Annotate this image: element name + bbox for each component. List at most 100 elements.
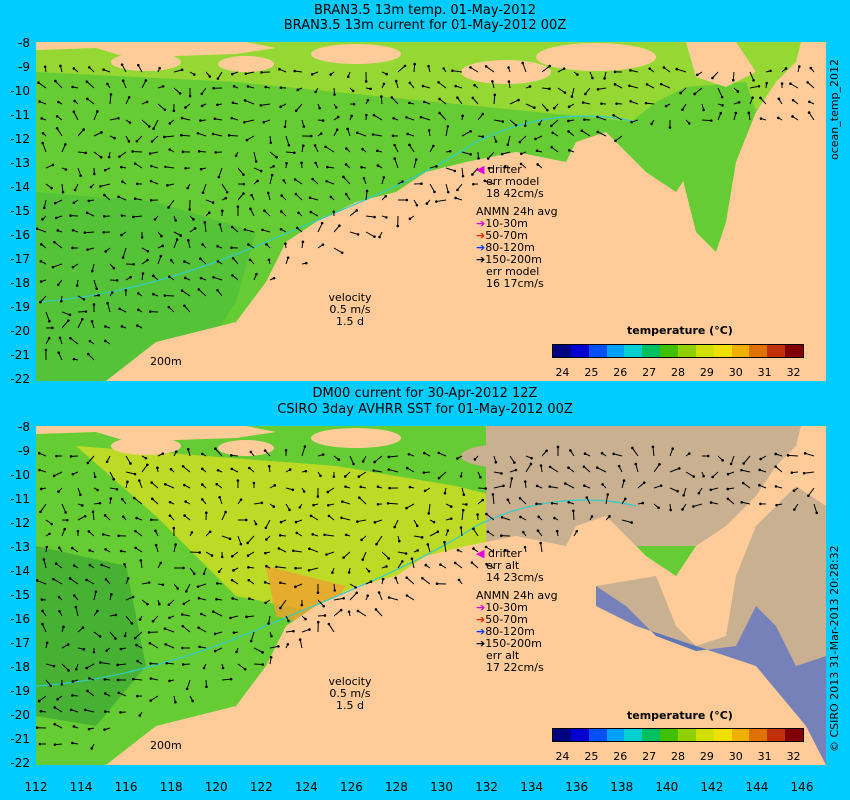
lat-tick: -15	[10, 588, 30, 602]
bottom-map-svg	[36, 426, 826, 765]
lat-tick: -18	[10, 276, 30, 290]
current-arrow-head	[581, 101, 585, 104]
current-arrow-head	[199, 257, 202, 260]
current-arrow	[265, 519, 271, 528]
current-arrow	[470, 66, 479, 73]
current-arrow-head	[408, 217, 412, 221]
current-arrow-head	[232, 631, 236, 635]
current-arrow	[391, 97, 399, 105]
current-arrow	[93, 111, 98, 121]
current-arrow	[134, 631, 143, 639]
current-arrow	[522, 62, 527, 73]
lon-tick: 120	[204, 780, 228, 794]
current-arrow-head	[89, 185, 93, 189]
current-arrow-head	[67, 319, 70, 322]
current-arrow	[427, 544, 431, 553]
current-arrow-head	[335, 128, 339, 131]
current-arrow-head	[563, 91, 567, 94]
current-arrow-head	[500, 516, 504, 519]
current-arrow-head	[528, 85, 532, 88]
current-arrow-head	[510, 477, 514, 480]
current-arrow-head	[200, 92, 204, 96]
current-arrow-head	[92, 650, 96, 654]
current-arrow-head	[82, 648, 86, 651]
current-arrow	[260, 103, 271, 106]
current-arrow-head	[461, 114, 464, 118]
island-sumbawa	[218, 440, 274, 456]
current-arrow	[326, 180, 335, 185]
current-arrow-head	[103, 678, 107, 681]
current-arrow-head	[156, 466, 159, 470]
current-arrow	[743, 455, 751, 464]
current-arrow	[325, 146, 335, 153]
current-arrow-head	[759, 96, 762, 100]
current-arrow	[197, 132, 207, 137]
current-arrow-head	[218, 223, 222, 226]
current-arrow-head	[695, 73, 699, 77]
current-arrow-head	[775, 503, 778, 507]
current-arrow-head	[200, 104, 204, 108]
current-arrow	[212, 133, 223, 137]
current-arrow	[549, 486, 559, 489]
current-arrow-head	[48, 532, 51, 536]
bottom-side-label: © CSIRO 2013 31-Mar-2013 20:28:32	[828, 545, 841, 752]
current-arrow-head	[270, 173, 274, 177]
current-arrow-head	[263, 209, 266, 212]
current-arrow-head	[293, 69, 296, 73]
current-arrow-head	[422, 451, 426, 455]
current-arrow-head	[148, 641, 152, 645]
current-arrow-head	[196, 585, 200, 588]
current-arrow	[653, 463, 660, 473]
current-arrow	[269, 151, 277, 158]
current-arrow-head	[192, 73, 196, 76]
lon-tick: 136	[565, 780, 589, 794]
current-arrow	[551, 146, 559, 153]
current-arrow	[605, 494, 609, 505]
current-arrow-head	[461, 508, 465, 512]
current-arrow-head	[161, 583, 165, 587]
current-arrow-head	[415, 203, 419, 207]
current-arrow-head	[54, 562, 58, 566]
current-arrow	[805, 452, 815, 457]
current-arrow-head	[688, 452, 691, 455]
current-arrow-head	[282, 179, 286, 182]
current-arrow-head	[645, 83, 649, 86]
current-arrow-head	[307, 568, 311, 572]
lat-tick: -8	[18, 420, 30, 434]
current-arrow-head	[721, 104, 724, 107]
current-arrow-head	[580, 129, 584, 132]
current-arrow-head	[50, 186, 53, 190]
current-arrow-head	[564, 482, 567, 485]
current-arrow-head	[127, 96, 131, 99]
current-arrow-head	[72, 564, 76, 567]
current-arrow	[597, 87, 607, 90]
current-arrow-head	[583, 452, 587, 456]
current-arrow-head	[37, 451, 41, 455]
current-arrow-head	[630, 521, 633, 524]
current-arrow-head	[104, 578, 108, 581]
current-arrow-head	[201, 243, 204, 246]
current-arrow	[122, 80, 127, 89]
current-arrow	[244, 99, 255, 105]
current-arrow-head	[405, 466, 409, 470]
current-arrow-head	[503, 165, 507, 169]
current-arrow-head	[211, 201, 215, 204]
current-arrow	[93, 591, 97, 601]
current-arrow	[429, 531, 439, 537]
current-arrow	[221, 511, 227, 521]
current-arrow-head	[408, 101, 411, 105]
current-arrow-head	[629, 100, 632, 103]
current-arrow-head	[199, 119, 202, 122]
current-arrow	[420, 116, 431, 121]
current-arrow-head	[81, 317, 84, 321]
current-arrow	[295, 193, 303, 201]
current-arrow-head	[231, 597, 234, 600]
current-arrow-head	[300, 603, 304, 607]
current-arrow-head	[295, 226, 299, 230]
current-arrow-head	[340, 251, 344, 255]
current-arrow	[374, 455, 383, 463]
current-arrow-head	[442, 67, 446, 70]
current-arrow-head	[131, 595, 135, 599]
island-lombok	[111, 53, 181, 71]
current-arrow-head	[311, 177, 314, 181]
